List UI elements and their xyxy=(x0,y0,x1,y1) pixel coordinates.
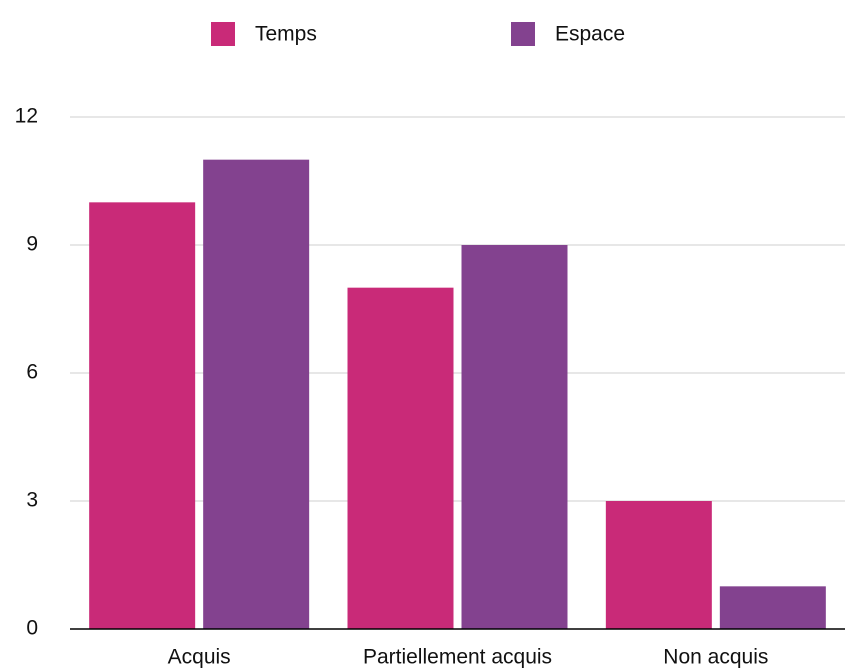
y-tick-label: 6 xyxy=(26,361,38,384)
x-tick-label: Partiellement acquis xyxy=(363,646,552,669)
bar xyxy=(719,586,826,629)
x-tick-label: Acquis xyxy=(168,646,231,669)
bar xyxy=(89,202,196,630)
legend-swatch xyxy=(211,22,235,46)
legend-swatch xyxy=(511,22,535,46)
y-tick-label: 9 xyxy=(26,233,38,256)
bar xyxy=(203,159,310,629)
y-tick-label: 12 xyxy=(15,105,38,128)
bar xyxy=(461,245,568,629)
y-tick-label: 3 xyxy=(26,489,38,512)
bar xyxy=(605,501,712,629)
legend-label: Espace xyxy=(555,23,625,46)
y-tick-label: 0 xyxy=(26,617,38,640)
bar xyxy=(347,287,454,629)
legend-label: Temps xyxy=(255,23,317,46)
x-tick-label: Non acquis xyxy=(663,646,768,669)
